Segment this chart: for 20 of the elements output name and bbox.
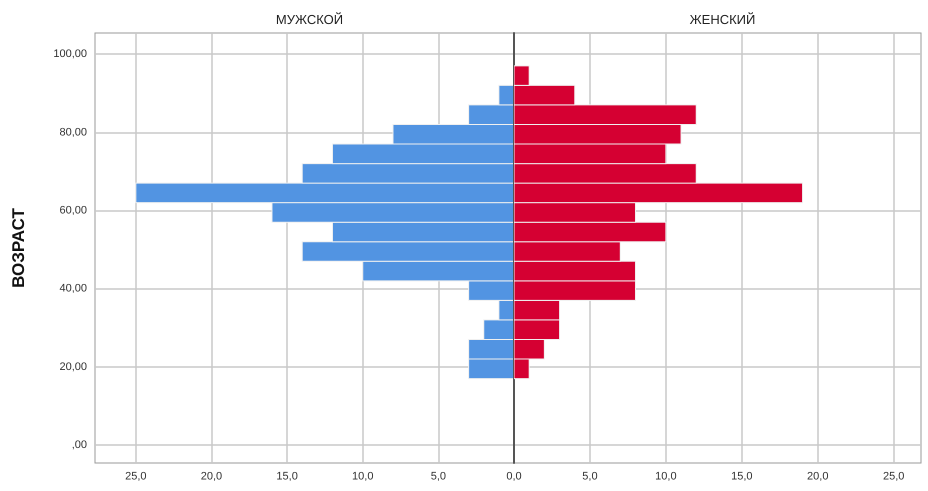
x-tick-label: 10,0 <box>352 470 374 482</box>
y-tick-label: 40,00 <box>59 282 87 295</box>
y-tick-label: ,00 <box>72 439 87 452</box>
chart-title: ЖЕНСКИЙ <box>690 12 756 27</box>
y-tick-label: 80,00 <box>59 126 87 138</box>
chart-title: МУЖСКОЙ <box>276 12 344 27</box>
y-axis-title: ВОЗРАСТ <box>9 208 28 288</box>
x-tick-label: 20,0 <box>807 470 828 482</box>
y-tick-label: 100,00 <box>53 48 87 60</box>
y-tick-label: 60,00 <box>59 204 87 216</box>
y-tick-label: 20,00 <box>59 360 87 373</box>
x-tick-label: 5,0 <box>582 470 598 482</box>
x-tick-label: 25,0 <box>125 470 147 482</box>
x-tick-label: 15,0 <box>276 470 298 482</box>
x-tick-label: 5,0 <box>430 470 446 482</box>
x-tick-label: 15,0 <box>731 470 753 482</box>
x-tick-label: 10,0 <box>655 470 677 482</box>
x-tick-label: 0,0 <box>506 470 522 482</box>
x-tick-label: 25,0 <box>882 470 904 482</box>
x-tick-label: 20,0 <box>200 470 222 482</box>
